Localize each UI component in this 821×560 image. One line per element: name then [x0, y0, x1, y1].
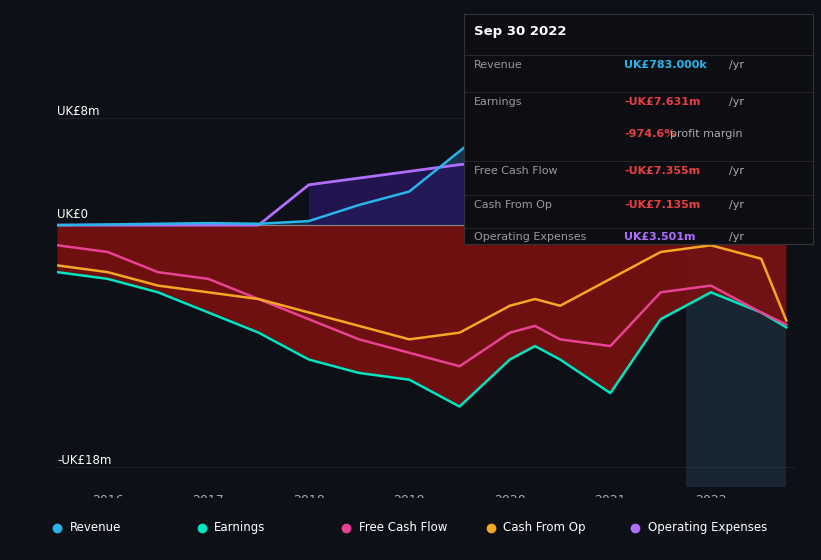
- Text: -UK£7.355m: -UK£7.355m: [624, 166, 700, 175]
- Text: Cash From Op: Cash From Op: [475, 200, 553, 210]
- Text: profit margin: profit margin: [670, 129, 742, 139]
- Text: Earnings: Earnings: [475, 97, 523, 106]
- Text: Operating Expenses: Operating Expenses: [475, 232, 587, 242]
- Text: UK£783.000k: UK£783.000k: [624, 60, 707, 70]
- Text: -974.6%: -974.6%: [624, 129, 676, 139]
- Text: Earnings: Earnings: [214, 521, 266, 534]
- Text: -UK£7.135m: -UK£7.135m: [624, 200, 700, 210]
- Text: /yr: /yr: [729, 97, 744, 106]
- Text: /yr: /yr: [729, 232, 744, 242]
- Text: UK£0: UK£0: [57, 208, 89, 221]
- Text: Revenue: Revenue: [475, 60, 523, 70]
- Text: Free Cash Flow: Free Cash Flow: [475, 166, 558, 175]
- Text: /yr: /yr: [729, 60, 744, 70]
- Text: Sep 30 2022: Sep 30 2022: [475, 26, 566, 39]
- Text: Cash From Op: Cash From Op: [503, 521, 585, 534]
- Text: UK£8m: UK£8m: [57, 105, 100, 118]
- Text: -UK£18m: -UK£18m: [57, 454, 112, 467]
- Bar: [686, 84, 787, 487]
- Text: UK£3.501m: UK£3.501m: [624, 232, 696, 242]
- Text: Operating Expenses: Operating Expenses: [648, 521, 767, 534]
- Text: Revenue: Revenue: [70, 521, 122, 534]
- Text: Free Cash Flow: Free Cash Flow: [359, 521, 447, 534]
- Text: -UK£7.631m: -UK£7.631m: [624, 97, 701, 106]
- Text: /yr: /yr: [729, 166, 744, 175]
- Text: /yr: /yr: [729, 200, 744, 210]
